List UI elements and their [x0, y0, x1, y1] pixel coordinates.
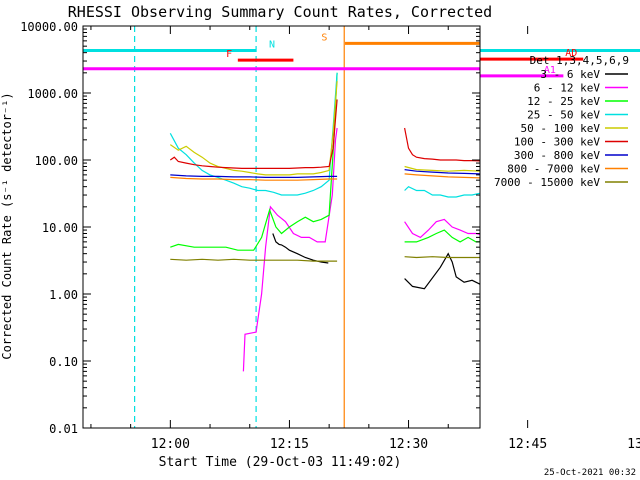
series-line [404, 169, 480, 175]
x-axis-label: Start Time (29-Oct-03 11:49:02) [159, 455, 402, 470]
legend-label: 25 - 50 keV [527, 109, 600, 122]
series-line [169, 81, 338, 176]
series-line [170, 258, 338, 262]
flag-label: AD [565, 48, 577, 59]
legend-label: 50 - 100 keV [521, 122, 601, 135]
y-tick-label: 10.00 [42, 221, 78, 235]
series-line [404, 185, 480, 198]
y-tick-label: 0.01 [49, 422, 78, 436]
y-tick-label: 1.00 [49, 288, 78, 302]
event-markers [134, 26, 345, 428]
y-tick-label: 0.10 [49, 355, 78, 369]
chart-title: RHESSI Observing Summary Count Rates, Co… [68, 3, 492, 21]
footer-timestamp: 25-Oct-2021 00:32 [544, 468, 636, 478]
series-line [242, 127, 338, 372]
series-line [169, 72, 338, 196]
axis-ticks [83, 25, 529, 429]
series-line [404, 252, 480, 290]
x-tick-label: 13:00 [627, 437, 640, 452]
legend-label: 3 - 6 keV [540, 68, 600, 81]
series-line [404, 229, 480, 243]
legend-label: 100 - 300 keV [514, 136, 600, 149]
series-line [272, 233, 329, 264]
x-tick-label: 12:00 [151, 437, 190, 452]
flag-label: A1 [544, 65, 556, 76]
y-tick-labels: 10000.00 1000.00 100.00 10.00 1.00 0.10 0.01 [20, 20, 78, 436]
x-tick-label: 12:45 [508, 437, 547, 452]
series-line [170, 176, 338, 181]
series-line [404, 173, 480, 179]
series-line [170, 72, 338, 251]
flag-bars: N S F AD A1 [83, 32, 640, 78]
series-line [170, 174, 338, 178]
y-axis-label: Corrected Count Rate (s⁻¹ detector⁻¹) [0, 92, 14, 359]
series-line [404, 218, 480, 239]
legend-label: 7000 - 15000 keV [494, 176, 600, 189]
series-line [404, 127, 480, 162]
flag-label: S [321, 32, 327, 43]
legend-label: 6 - 12 keV [534, 82, 601, 95]
plot-frame [82, 25, 481, 429]
legend-label: 800 - 7000 keV [507, 163, 600, 176]
legend-label: 300 - 800 keV [514, 149, 600, 162]
legend-label: 12 - 25 keV [527, 95, 600, 108]
y-tick-label: 10000.00 [20, 20, 78, 34]
legend-title: Det 1,3,4,5,6,9 [530, 54, 629, 67]
x-tick-label: 12:15 [270, 437, 309, 452]
series-line [404, 165, 480, 172]
series-lines [169, 72, 480, 372]
series-line [404, 256, 480, 259]
y-tick-label: 100.00 [35, 154, 78, 168]
series-line [169, 99, 338, 169]
flag-label: N [269, 40, 275, 51]
x-tick-label: 12:30 [389, 437, 428, 452]
flag-label: F [226, 49, 232, 60]
y-tick-label: 1000.00 [27, 87, 78, 101]
